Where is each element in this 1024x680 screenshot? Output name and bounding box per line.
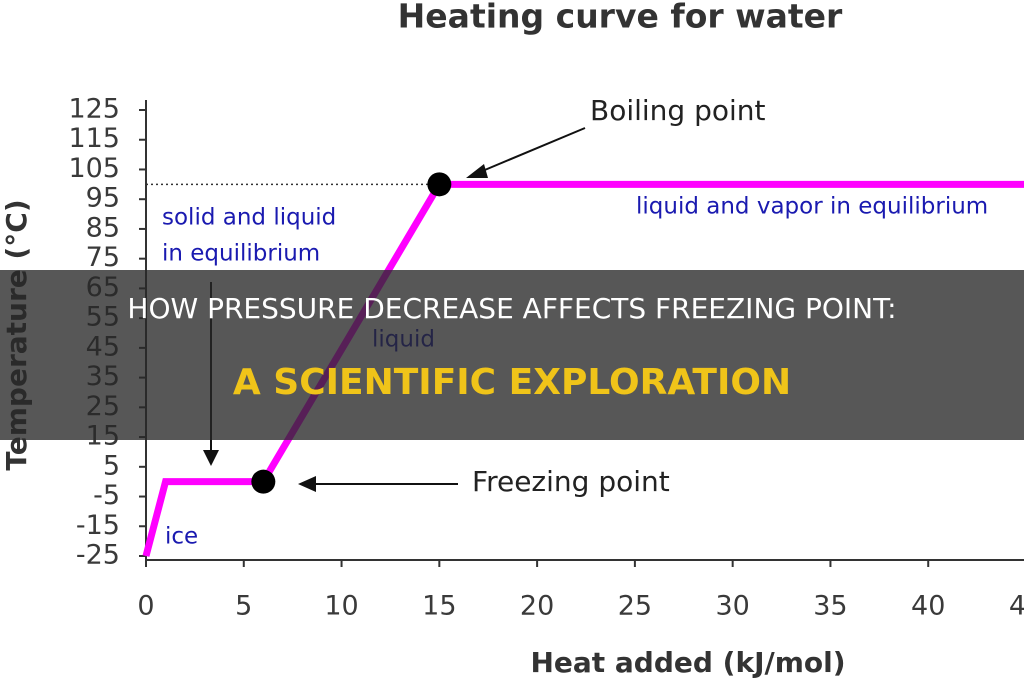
x-tick-label: 15 (422, 591, 456, 622)
y-tick-label: 85 (86, 212, 120, 243)
banner-title: HOW PRESSURE DECREASE AFFECTS FREEZING P… (127, 292, 896, 325)
x-tick-label: 30 (715, 591, 749, 622)
y-tick-label: 95 (86, 183, 120, 214)
phase-point (427, 172, 452, 197)
y-tick-label: 5 (103, 450, 120, 481)
x-tick-label: 35 (813, 591, 847, 622)
arrow-head (203, 450, 219, 466)
banner (0, 270, 1024, 440)
x-tick-label: 45 (1009, 591, 1024, 622)
y-tick-label: 105 (68, 153, 120, 184)
x-tick-label: 20 (520, 591, 554, 622)
arrow-head (298, 476, 316, 492)
phase-point (251, 469, 276, 494)
annotation: ice (165, 524, 198, 550)
x-tick-label: 40 (911, 591, 945, 622)
arrow-head (466, 164, 488, 178)
arrow (479, 127, 586, 173)
annotation: Freezing point (472, 465, 670, 498)
x-axis-label: Heat added (kJ/mol) (530, 646, 845, 679)
y-tick-label: 115 (68, 123, 120, 154)
x-tick-label: 0 (137, 591, 154, 622)
banner-subtitle: A SCIENTIFIC EXPLORATION (233, 362, 791, 403)
y-tick-label: 75 (86, 242, 120, 273)
annotation: Boiling point (590, 94, 766, 127)
x-tick-label: 5 (235, 591, 252, 622)
x-tick-label: 10 (324, 591, 358, 622)
chart-title: Heating curve for water (398, 0, 843, 36)
annotation: in equilibrium (162, 241, 320, 267)
annotation: liquid and vapor in equilibrium (636, 194, 988, 220)
annotation: solid and liquid (162, 205, 336, 231)
y-tick-label: -25 (76, 540, 120, 571)
y-tick-label: -5 (93, 480, 120, 511)
y-tick-label: -15 (76, 510, 120, 541)
y-tick-label: 125 (68, 94, 120, 125)
x-tick-label: 25 (618, 591, 652, 622)
